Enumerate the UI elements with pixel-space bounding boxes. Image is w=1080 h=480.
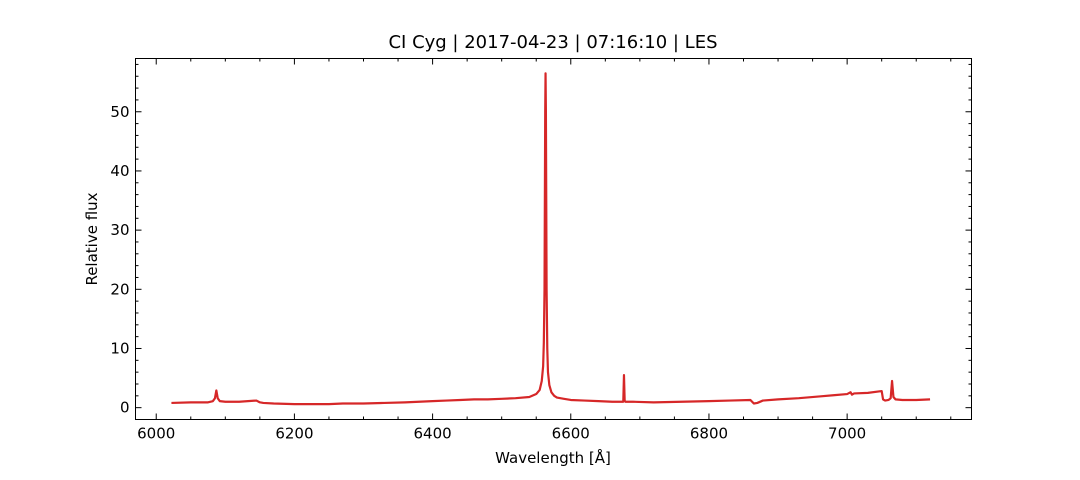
x-tick-label: 6400 [413, 425, 451, 443]
spectrum-line [171, 72, 931, 406]
y-tick-label: 20 [110, 280, 129, 298]
x-tick-label: 6200 [275, 425, 313, 443]
series-group [171, 72, 931, 406]
plot-frame [135, 58, 972, 420]
x-tick-label: 7000 [828, 425, 866, 443]
y-tick-label: 10 [110, 339, 129, 357]
y-axis-label: Relative flux [83, 192, 101, 285]
x-tick-labels: 6000 6200 6400 6600 6800 7000 [137, 425, 866, 443]
y-tick-labels: 0 10 20 30 40 50 [110, 103, 129, 417]
chart-title: CI Cyg | 2017-04-23 | 07:16:10 | LES [388, 32, 717, 53]
x-tick-label: 6800 [690, 425, 728, 443]
minor-ticks [135, 58, 972, 420]
x-tick-label: 6600 [552, 425, 590, 443]
y-tick-label: 0 [120, 399, 130, 417]
y-tick-label: 40 [110, 162, 129, 180]
major-ticks [135, 58, 972, 420]
x-tick-label: 6000 [137, 425, 175, 443]
y-tick-label: 50 [110, 103, 129, 121]
y-tick-label: 30 [110, 221, 129, 239]
x-axis-label: Wavelength [Å] [495, 448, 611, 467]
